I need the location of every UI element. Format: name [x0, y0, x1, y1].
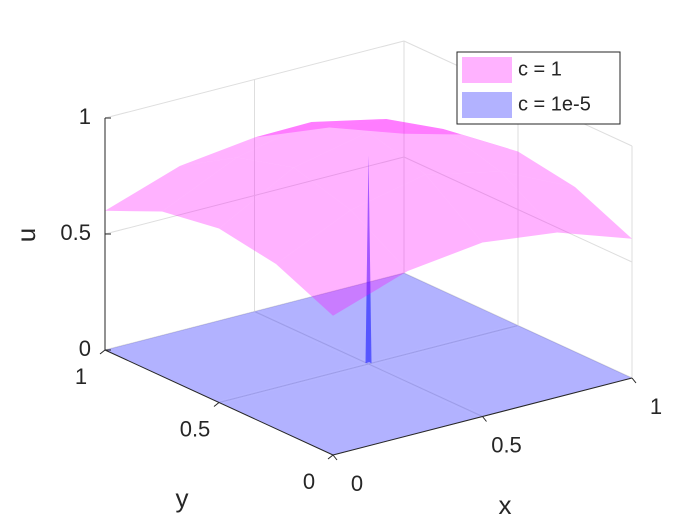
surface-patch	[162, 157, 294, 229]
tick-mark	[482, 416, 487, 422]
surface-patch	[216, 363, 366, 403]
surface-patch	[219, 364, 368, 404]
grid-line	[104, 40, 405, 119]
surface-patch	[369, 324, 518, 364]
legend-box	[456, 51, 621, 125]
surface-patch	[368, 128, 501, 175]
surface-patch	[367, 365, 483, 418]
y-tick-label: 0	[303, 469, 315, 494]
tick-mark	[327, 454, 334, 460]
surface-patch	[370, 364, 486, 417]
grid-line	[218, 325, 519, 403]
surface-patch	[371, 325, 521, 365]
tick-mark	[213, 402, 220, 407]
grid-line	[403, 272, 633, 379]
grid-line	[104, 272, 405, 351]
surface-patch	[221, 365, 480, 455]
surface-patch	[105, 312, 364, 402]
legend-swatch	[462, 57, 512, 83]
surface-patch	[443, 128, 575, 188]
x-axis-label: x	[499, 490, 512, 520]
tick-mark	[99, 349, 106, 355]
surface-patch	[350, 174, 483, 272]
surface-patch	[257, 273, 516, 363]
surface-patch	[254, 310, 370, 363]
legend: c = 1 c = 1e-5	[456, 51, 621, 125]
x-tick-label: 1	[650, 394, 662, 419]
x-tick-label: 0	[351, 471, 363, 496]
surface-patch	[311, 118, 444, 132]
surface-patch	[293, 132, 426, 210]
axes: 0 0.5 1 0 0.5 1 0 0.5 1	[60, 104, 662, 496]
x-tick-label: 0.5	[491, 432, 522, 457]
z-tick-label: 1	[79, 104, 91, 129]
surface-patch	[251, 311, 367, 364]
tick-mark	[332, 454, 338, 461]
surface-patch	[500, 171, 632, 239]
surfaces	[105, 118, 632, 455]
grid-line	[403, 156, 633, 263]
surface-patch	[365, 155, 371, 366]
surface-patch	[329, 118, 461, 135]
surface-patch	[105, 157, 237, 212]
y-axis-label: y	[176, 483, 189, 513]
legend-label: c = 1e-5	[518, 93, 591, 115]
surface-patch	[236, 121, 369, 168]
y-tick-label: 0.5	[180, 416, 211, 441]
surface-patch	[179, 121, 312, 167]
grid-line	[104, 156, 405, 235]
y-tick-label: 1	[75, 364, 87, 389]
z-tick-label: 0	[79, 336, 91, 361]
surface-patch	[276, 209, 408, 316]
legend-label: c = 1	[518, 58, 562, 80]
z-axis-label: u	[11, 228, 41, 242]
surface-patch	[219, 167, 351, 265]
z-tick-label: 0.5	[60, 220, 91, 245]
tick-mark	[631, 377, 637, 384]
legend-swatch	[462, 92, 512, 118]
surface-patch	[366, 155, 372, 364]
surface-patch	[373, 326, 632, 416]
surface-patch	[425, 171, 558, 243]
surface-patch	[254, 118, 387, 138]
